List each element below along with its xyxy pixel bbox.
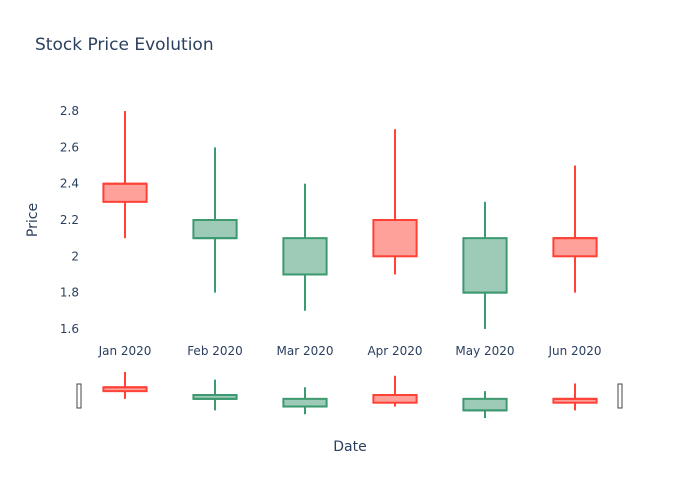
y-tick-label: 2.8 [60, 104, 79, 118]
rangeslider-candle [102, 371, 148, 399]
y-axis-title: Price [25, 203, 41, 237]
candle-body [372, 219, 418, 258]
y-tick-label: 2 [71, 249, 79, 263]
candle-body [462, 237, 508, 294]
x-axis: Jan 2020 Feb 2020 Mar 2020 Apr 2020 May 2020… [98, 344, 602, 358]
y-tick-label: 2.4 [60, 177, 79, 191]
x-tick-label: Mar 2020 [277, 344, 334, 358]
candle [192, 147, 238, 293]
rangeslider-candle [552, 383, 598, 411]
x-tick-label: Apr 2020 [367, 344, 422, 358]
y-tick-label: 1.6 [60, 322, 79, 336]
rangeslider-right-handle[interactable] [617, 383, 623, 409]
y-axis: 1.6 1.8 2 2.2 2.4 2.6 2.8 [60, 104, 79, 336]
candle [102, 111, 148, 239]
candle-body [282, 237, 328, 276]
chart-title: Stock Price Evolution [35, 35, 214, 55]
x-tick-label: Jun 2020 [547, 344, 601, 358]
candle-body [102, 182, 148, 203]
candle [282, 183, 328, 311]
candle [372, 129, 418, 275]
y-tick-label: 2.2 [60, 213, 79, 227]
candle-body [192, 219, 238, 240]
rangeslider-candle [192, 379, 238, 411]
x-tick-label: Feb 2020 [187, 344, 243, 358]
x-axis-title: Date [333, 439, 366, 455]
x-tick-label: Jan 2020 [98, 344, 152, 358]
candle-body [282, 397, 328, 408]
y-tick-label: 2.6 [60, 140, 79, 154]
candle-body [372, 394, 418, 404]
rangeslider-candle [282, 387, 328, 415]
range-slider[interactable] [76, 371, 623, 419]
candle [552, 165, 598, 293]
candles [102, 111, 598, 329]
rangeslider-candle [462, 391, 508, 419]
rangeslider-candle [372, 375, 418, 407]
candle [462, 201, 508, 329]
x-tick-label: May 2020 [455, 344, 514, 358]
y-tick-label: 1.8 [60, 286, 79, 300]
candle-body [462, 397, 508, 412]
candle-body [552, 237, 598, 258]
rangeslider-left-handle[interactable] [76, 383, 82, 409]
